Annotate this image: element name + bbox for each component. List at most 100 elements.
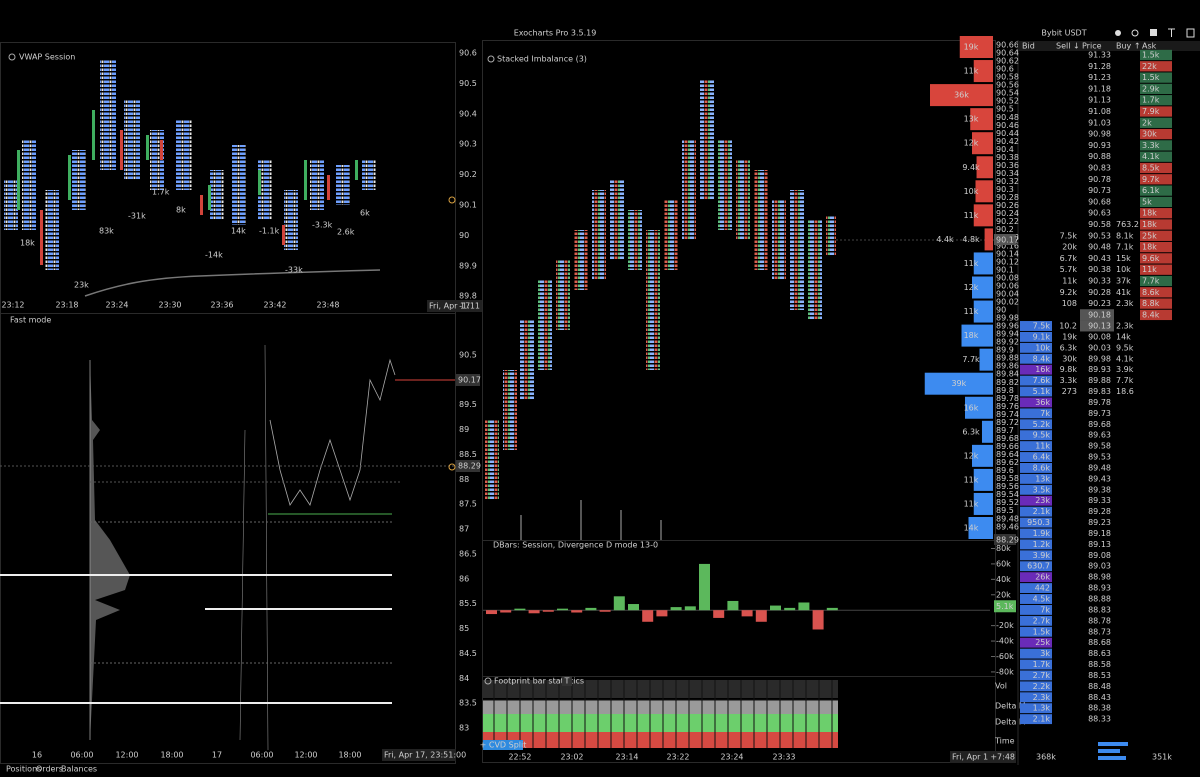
delta-label: -33k [285, 266, 303, 275]
bar [528, 610, 540, 614]
price: 89.68 [1088, 420, 1111, 429]
dom-bar [984, 228, 993, 251]
total-bars [1098, 742, 1128, 760]
ladder-price: 90.32 [996, 177, 1019, 186]
header-icons[interactable] [1115, 28, 1195, 38]
size: 8.4k [1033, 354, 1051, 363]
date-box [382, 749, 456, 761]
ladder-price: 90.44 [996, 129, 1019, 138]
bar [514, 608, 526, 611]
current-value-box [994, 600, 1016, 613]
size-cell [1140, 264, 1172, 275]
tab[interactable]: Balances [61, 765, 97, 774]
size-cell [1020, 463, 1052, 473]
row-label: Delta M [995, 702, 1026, 711]
dom-label: 11k [964, 475, 979, 484]
size: 7k [1040, 605, 1050, 614]
size-cell [1020, 692, 1052, 703]
delta-label: -14k [205, 251, 223, 260]
ladder-price: 89.66 [996, 442, 1019, 451]
size-cell [1020, 331, 1052, 342]
price: 88.68 [1088, 638, 1111, 647]
size: 2.3k [1033, 693, 1051, 702]
button-bg[interactable] [483, 740, 523, 750]
row-label: Delta M [995, 718, 1026, 727]
ladder-price: 90.4 [996, 145, 1014, 154]
y-tick-label: 90.5 [459, 79, 477, 88]
button[interactable]: + CVD Split [480, 741, 527, 750]
dom-label: 11k [964, 259, 979, 268]
ladder-price: 89.84 [996, 370, 1019, 379]
y-tick-label: -80k [996, 667, 1014, 676]
size-cell [1020, 321, 1052, 331]
ask-total: 351k [1152, 753, 1172, 762]
y-tick-label: 40k [996, 575, 1011, 584]
tab[interactable]: Orders [36, 765, 63, 774]
y-tick-label: 88 [459, 475, 469, 484]
size-cell [1140, 174, 1172, 185]
tab[interactable]: Positions [6, 765, 41, 774]
x-tick-label: 23:24 [720, 753, 743, 762]
price: 91.03 [1088, 118, 1111, 127]
size-cell [1020, 430, 1052, 441]
price-marker-box [456, 460, 480, 472]
size: 18k [1142, 209, 1157, 218]
size-cell [1140, 275, 1172, 287]
price: 90.43 [1088, 254, 1111, 263]
row-label: Vol [995, 682, 1007, 691]
size-cell [1140, 106, 1172, 117]
price-marker: 88.29 [458, 462, 481, 471]
dom-bar [976, 156, 993, 179]
panel-title: Fast mode [10, 316, 51, 325]
x-tick-label: 23:02 [560, 753, 583, 762]
size: 1.7k [1033, 660, 1051, 669]
price: 90.93 [1088, 141, 1111, 150]
sell-volume: 11k [1062, 277, 1077, 286]
dom-bar [961, 324, 993, 347]
dom-label: 14k [964, 524, 979, 533]
ladder-price: 89.64 [996, 450, 1019, 459]
size: 8.4k [1142, 310, 1160, 319]
price: 90.58 [1088, 220, 1111, 229]
countdown: -1:11 [459, 302, 480, 311]
price: 88.73 [1088, 627, 1111, 636]
ladder-price: 89.94 [996, 330, 1019, 339]
size-cell [1020, 484, 1052, 495]
price: 88.43 [1088, 693, 1111, 702]
dom-label: 19k [964, 43, 979, 52]
bar [770, 605, 781, 611]
delta-label: 2.6k [337, 228, 355, 237]
size: 9.1k [1033, 332, 1051, 341]
size-cell [1020, 364, 1052, 375]
toggle[interactable]: T [564, 677, 570, 686]
size-cell [1140, 230, 1172, 241]
y-tick-label: 90.2 [459, 170, 477, 179]
toggle-box [562, 676, 572, 686]
ladder-price: 89.48 [996, 514, 1019, 523]
dom-bar [973, 492, 993, 515]
size: 4.5k [1033, 595, 1051, 604]
size: 9.6k [1142, 254, 1160, 263]
price: 90.08 [1088, 332, 1111, 341]
buy-volume: 37k [1116, 277, 1131, 286]
size: 11k [1035, 442, 1050, 451]
date-label: Fri, Apr 17, 23:51:00 [384, 751, 466, 760]
y-tick-label: 80k [996, 544, 1011, 553]
ladder-price: 89.82 [996, 378, 1019, 387]
size: 1.3k [1033, 704, 1051, 713]
size-cell [1020, 681, 1052, 692]
price: 88.93 [1088, 584, 1111, 593]
size: 2k [1142, 118, 1152, 127]
price: 90.63 [1088, 209, 1111, 218]
price: 90.73 [1088, 186, 1111, 195]
price: 89.38 [1088, 485, 1111, 494]
size: 26k [1035, 573, 1050, 582]
bar [812, 610, 824, 630]
ladder-price: 90.5 [996, 105, 1014, 114]
x-tick-label: 23:48 [316, 301, 339, 310]
ladder-price: 90.2 [996, 225, 1014, 234]
size-cell [1140, 72, 1172, 83]
size-cell [1020, 703, 1052, 714]
delta-label: -31k [128, 212, 146, 221]
